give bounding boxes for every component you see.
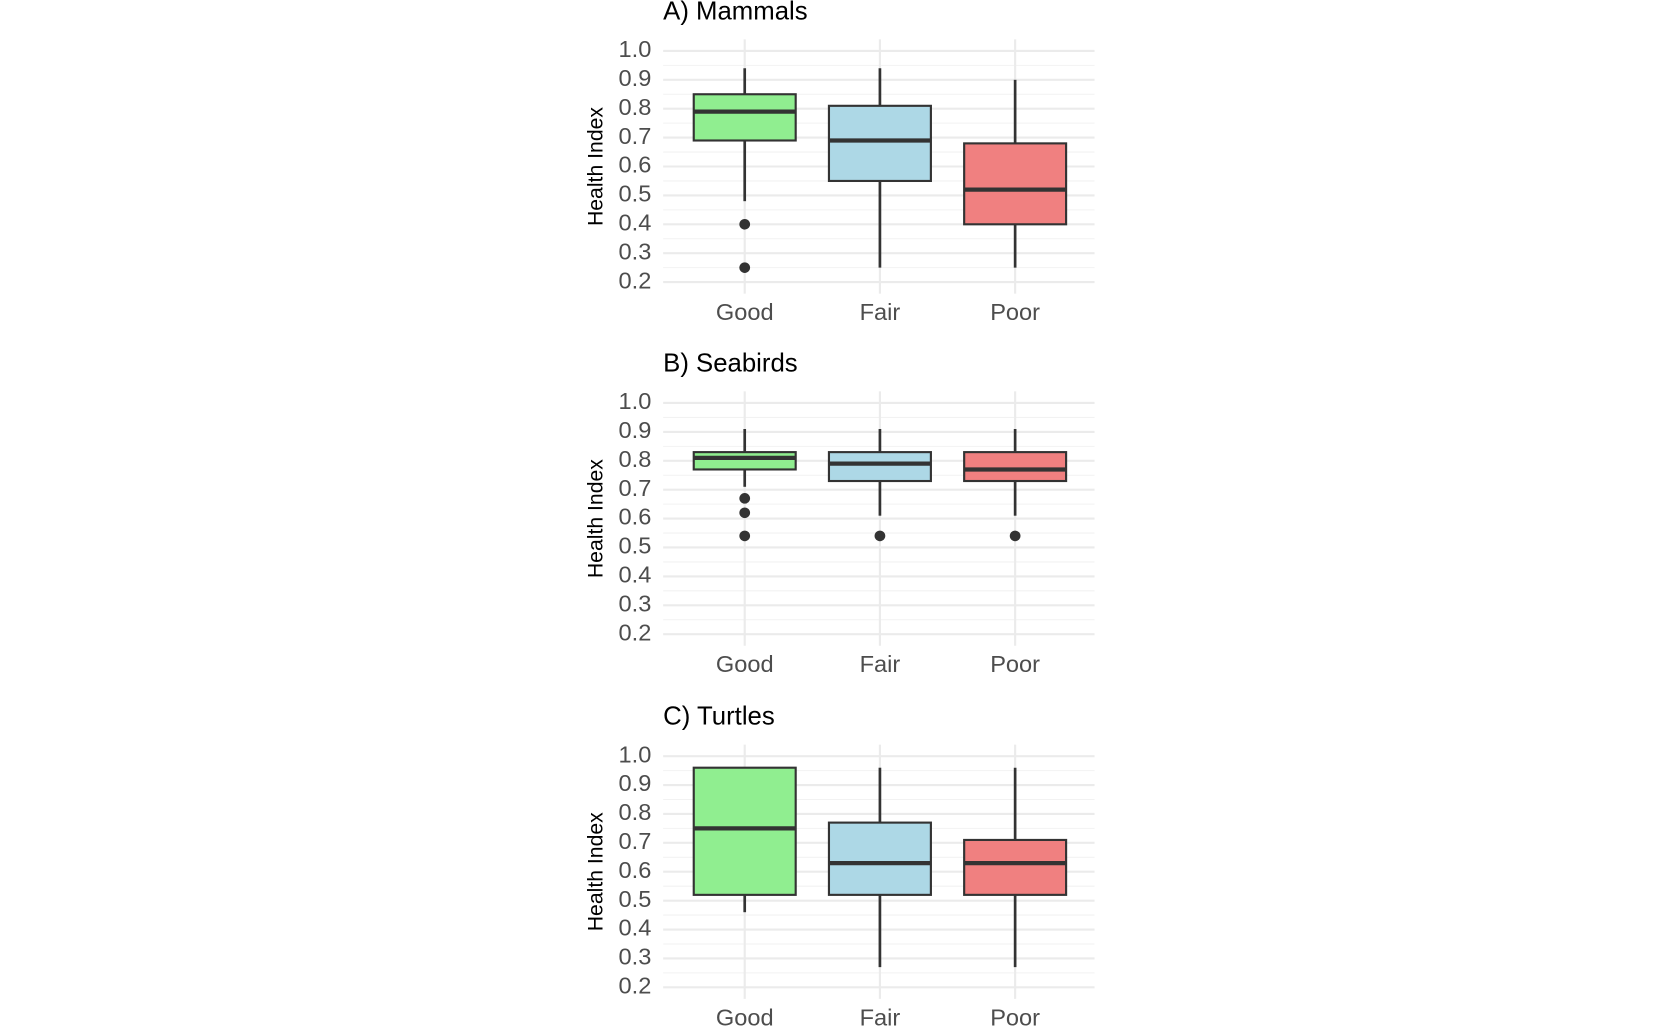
box: [692, 93, 797, 142]
outlier: [739, 507, 751, 519]
box: [963, 838, 1068, 896]
x-tick-label: Poor: [990, 1004, 1040, 1030]
x-tick-label: Poor: [990, 651, 1040, 677]
y-tick-label: 0.3: [619, 944, 652, 970]
y-axis-label: Health Index: [583, 107, 607, 226]
y-tick-label: 1.0: [619, 388, 652, 414]
y-tick-label: 0.3: [619, 591, 652, 617]
y-tick-label: 0.8: [619, 799, 652, 825]
box: [827, 821, 932, 896]
outlier: [739, 218, 751, 230]
box: [692, 766, 797, 896]
y-tick-label: 0.4: [619, 210, 652, 236]
y-tick-label: 0.4: [619, 562, 652, 588]
y-tick-label: 0.6: [619, 152, 652, 178]
outlier: [874, 530, 886, 542]
outlier: [739, 262, 751, 273]
y-axis-label: Health Index: [583, 459, 607, 578]
outlier: [739, 493, 751, 504]
y-axis-label: Health Index: [583, 812, 607, 931]
x-tick-label: Good: [716, 299, 774, 325]
x-tick-label: Fair: [860, 651, 901, 677]
y-tick-label: 0.4: [619, 915, 652, 941]
outlier: [1009, 530, 1021, 542]
y-tick-label: 0.8: [619, 446, 652, 472]
y-tick-label: 0.6: [619, 857, 652, 883]
y-tick-label: 0.5: [619, 533, 652, 559]
x-tick-label: Good: [716, 1004, 774, 1030]
x-tick-label: Poor: [990, 299, 1040, 325]
y-tick-label: 1.0: [619, 36, 652, 62]
box: [963, 451, 1068, 483]
box: [827, 451, 932, 483]
x-tick-label: Good: [716, 651, 774, 677]
x-tick-label: Fair: [860, 299, 901, 325]
outlier: [739, 530, 751, 542]
y-tick-label: 0.2: [619, 619, 652, 645]
y-tick-label: 0.3: [619, 238, 652, 264]
y-tick-label: 0.2: [619, 973, 652, 999]
y-tick-label: 0.9: [619, 417, 652, 443]
y-tick-label: 0.2: [619, 267, 652, 293]
box: [827, 104, 932, 183]
y-tick-label: 0.5: [619, 181, 652, 207]
x-tick-label: Fair: [860, 1004, 901, 1030]
y-tick-label: 0.7: [619, 828, 652, 854]
box: [963, 142, 1068, 226]
y-tick-label: 0.7: [619, 123, 652, 149]
y-tick-label: 0.6: [619, 504, 652, 530]
y-tick-label: 0.9: [619, 65, 652, 91]
panel-title: C) Turtles: [663, 703, 775, 731]
y-tick-label: 0.5: [619, 886, 652, 912]
y-tick-label: 0.9: [619, 770, 652, 796]
box: [692, 451, 797, 471]
panel-title: A) Mammals: [663, 0, 807, 25]
y-tick-label: 1.0: [619, 741, 652, 767]
y-tick-label: 0.7: [619, 475, 652, 501]
panel-title: B) Seabirds: [663, 350, 798, 378]
y-tick-label: 0.8: [619, 94, 652, 120]
